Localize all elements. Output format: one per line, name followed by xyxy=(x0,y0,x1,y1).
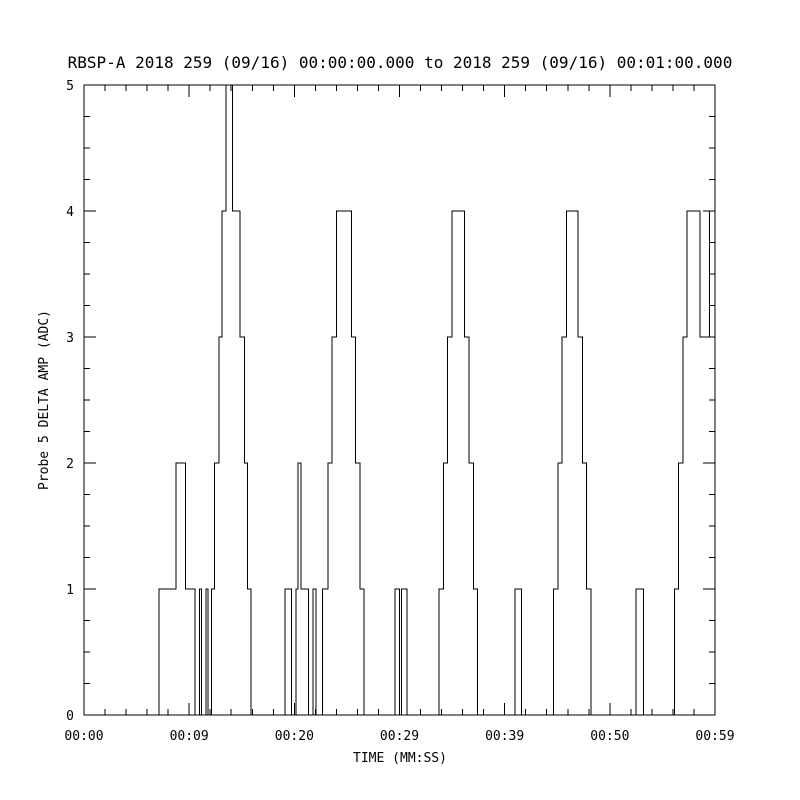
y-tick-label: 5 xyxy=(66,79,74,94)
x-tick-label: 00:50 xyxy=(590,729,629,744)
y-tick-label: 1 xyxy=(66,583,74,598)
y-tick-label: 0 xyxy=(66,709,74,724)
x-tick-label: 00:29 xyxy=(380,729,419,744)
y-tick-label: 4 xyxy=(66,205,74,220)
x-axis-label: TIME (MM:SS) xyxy=(353,751,447,766)
x-tick-label: 00:20 xyxy=(275,729,314,744)
x-tick-label: 00:09 xyxy=(170,729,209,744)
y-axis-ticks: 0 1 2 3 4 5 xyxy=(66,79,715,724)
data-series xyxy=(84,84,715,716)
chart-title: RBSP-A 2018 259 (09/16) 00:00:00.000 to … xyxy=(68,53,733,72)
x-axis-ticks: 00:00 00:09 00:20 00:29 00:39 00:50 00:59 xyxy=(64,85,735,744)
y-tick-label: 3 xyxy=(66,331,74,346)
y-tick-label: 2 xyxy=(66,457,74,472)
probe-step-line xyxy=(84,84,715,716)
x-tick-label: 00:39 xyxy=(485,729,524,744)
x-tick-label: 00:00 xyxy=(64,729,103,744)
x-tick-label: 00:59 xyxy=(695,729,734,744)
y-axis-label: Probe 5 DELTA AMP (ADC) xyxy=(37,310,52,490)
